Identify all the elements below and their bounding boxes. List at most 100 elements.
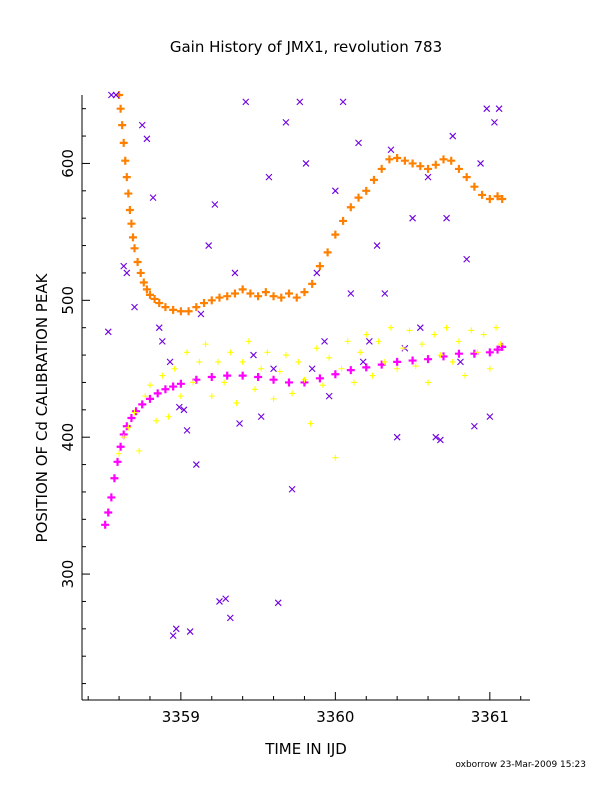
data-point (393, 433, 401, 441)
data-point (175, 403, 183, 411)
data-point (165, 413, 172, 420)
data-point (344, 338, 351, 345)
data-point (138, 121, 146, 129)
data-point (385, 155, 394, 164)
data-point (116, 442, 125, 451)
data-point (470, 182, 479, 191)
data-point (118, 121, 127, 130)
data-point (169, 305, 178, 314)
data-point (143, 135, 151, 143)
data-point (269, 375, 278, 384)
data-point (431, 160, 440, 169)
data-point (216, 598, 223, 605)
data-point (123, 269, 131, 277)
data-point (128, 233, 137, 242)
data-point (493, 192, 502, 201)
data-point (486, 365, 493, 372)
data-point (308, 365, 316, 373)
x-tick-label: 3360 (316, 708, 354, 726)
data-point (416, 324, 424, 332)
data-point (223, 371, 232, 380)
data-point (169, 632, 177, 640)
data-point (338, 365, 345, 372)
data-point (307, 420, 314, 427)
data-point (400, 345, 407, 352)
data-point (186, 628, 194, 635)
series-3 (116, 324, 504, 461)
data-point (409, 214, 416, 222)
data-point (331, 370, 340, 379)
data-point (159, 372, 166, 379)
data-point (125, 424, 132, 431)
data-point (254, 292, 263, 301)
data-point (408, 356, 417, 365)
data-point (282, 118, 290, 126)
data-point (331, 187, 339, 195)
data-point (264, 349, 271, 356)
data-point (146, 382, 153, 389)
data-point (215, 293, 224, 302)
series-1 (101, 342, 507, 529)
data-point (478, 190, 487, 199)
data-point (192, 461, 200, 468)
data-point (285, 289, 294, 298)
data-point (138, 400, 147, 409)
data-point (277, 293, 286, 302)
data-point (325, 392, 333, 400)
data-point (124, 189, 133, 198)
data-point (332, 454, 339, 461)
data-point (180, 406, 188, 414)
data-point (301, 376, 308, 383)
data-point (184, 307, 193, 316)
data-point (313, 269, 321, 277)
data-point (418, 341, 425, 348)
data-point (142, 393, 149, 400)
data-point (183, 426, 191, 434)
data-point (145, 394, 154, 403)
data-point (133, 257, 142, 266)
data-point (387, 324, 394, 331)
data-point (362, 186, 371, 195)
data-point (231, 269, 239, 277)
data-point (270, 395, 277, 402)
data-point (122, 422, 131, 431)
data-point (142, 285, 151, 294)
data-point (227, 349, 234, 356)
data-point (169, 382, 178, 391)
data-point (112, 91, 120, 99)
data-point (139, 278, 148, 287)
data-point (454, 349, 463, 358)
data-point (250, 351, 257, 359)
data-point (491, 118, 498, 126)
x-tick-label: 3361 (471, 708, 509, 726)
data-point (437, 436, 444, 444)
data-point (300, 288, 309, 297)
data-point (319, 382, 326, 389)
data-point (149, 194, 157, 202)
data-point (269, 292, 278, 301)
data-point (261, 288, 270, 297)
data-point (282, 352, 289, 359)
y-axis-ticks: 300 400 500 600 (59, 108, 90, 685)
data-point (315, 262, 324, 271)
data-point (177, 393, 184, 400)
data-point (462, 372, 469, 379)
data-point (233, 399, 240, 406)
y-axis-title: POSITION OF Cd CALIBRATION PEAK (33, 272, 51, 542)
data-point (346, 366, 355, 375)
data-point (221, 379, 228, 386)
data-point (485, 195, 494, 204)
data-point (493, 345, 502, 354)
data-point (104, 508, 113, 517)
data-point (387, 146, 395, 154)
data-point (355, 139, 362, 147)
data-point (208, 393, 215, 400)
data-point (131, 303, 138, 311)
data-point (136, 268, 145, 277)
data-point (292, 293, 301, 302)
data-point (155, 299, 164, 308)
data-point (443, 324, 450, 331)
y-tick-label: 300 (59, 560, 77, 589)
data-point (270, 365, 277, 373)
data-point (107, 493, 116, 502)
